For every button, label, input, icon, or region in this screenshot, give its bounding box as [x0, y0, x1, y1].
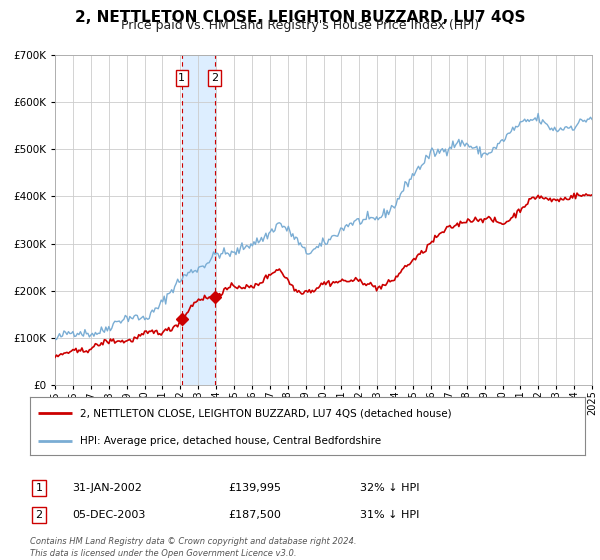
Text: 05-DEC-2003: 05-DEC-2003 [72, 510, 145, 520]
Text: 2, NETTLETON CLOSE, LEIGHTON BUZZARD, LU7 4QS: 2, NETTLETON CLOSE, LEIGHTON BUZZARD, LU… [75, 10, 525, 25]
Text: HPI: Average price, detached house, Central Bedfordshire: HPI: Average price, detached house, Cent… [80, 436, 381, 446]
Bar [182, 55, 215, 385]
Text: Price paid vs. HM Land Registry's House Price Index (HPI): Price paid vs. HM Land Registry's House … [121, 19, 479, 32]
Text: 2, NETTLETON CLOSE, LEIGHTON BUZZARD, LU7 4QS (detached house): 2, NETTLETON CLOSE, LEIGHTON BUZZARD, LU… [80, 409, 452, 419]
Text: 32% ↓ HPI: 32% ↓ HPI [360, 483, 419, 493]
Text: 1: 1 [178, 73, 185, 83]
Text: 31-JAN-2002: 31-JAN-2002 [72, 483, 142, 493]
Text: 2: 2 [35, 510, 43, 520]
Text: £139,995: £139,995 [228, 483, 281, 493]
Text: 1: 1 [35, 483, 43, 493]
Text: This data is licensed under the Open Government Licence v3.0.: This data is licensed under the Open Gov… [30, 548, 296, 558]
Text: Contains HM Land Registry data © Crown copyright and database right 2024.: Contains HM Land Registry data © Crown c… [30, 538, 356, 547]
Text: 31% ↓ HPI: 31% ↓ HPI [360, 510, 419, 520]
Text: 2: 2 [211, 73, 218, 83]
Text: £187,500: £187,500 [228, 510, 281, 520]
